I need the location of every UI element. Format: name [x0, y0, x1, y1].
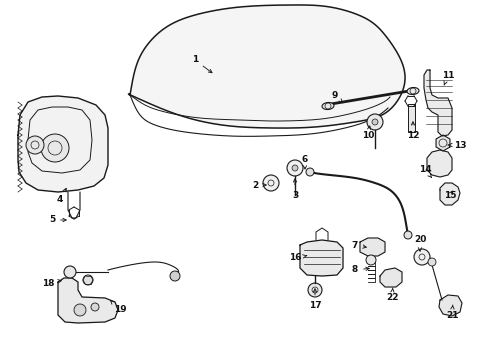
Polygon shape	[128, 5, 405, 128]
Text: 20: 20	[414, 235, 426, 251]
Circle shape	[64, 266, 76, 278]
Polygon shape	[380, 268, 402, 287]
Circle shape	[306, 168, 314, 176]
Text: 3: 3	[292, 179, 298, 199]
Ellipse shape	[407, 87, 419, 95]
Circle shape	[308, 283, 322, 297]
Circle shape	[287, 160, 303, 176]
Polygon shape	[300, 240, 343, 276]
Text: 18: 18	[42, 279, 61, 288]
Text: 16: 16	[289, 253, 307, 262]
Text: 15: 15	[444, 190, 456, 199]
Circle shape	[26, 136, 44, 154]
Circle shape	[83, 275, 93, 285]
Ellipse shape	[322, 103, 334, 109]
Polygon shape	[424, 70, 452, 136]
Text: 4: 4	[57, 188, 66, 204]
Polygon shape	[436, 135, 450, 151]
Circle shape	[367, 114, 383, 130]
Text: 21: 21	[446, 305, 458, 320]
Polygon shape	[427, 150, 452, 177]
Text: 12: 12	[407, 122, 419, 139]
Text: 22: 22	[386, 288, 398, 302]
Text: 19: 19	[111, 301, 126, 315]
Circle shape	[41, 134, 69, 162]
Text: 14: 14	[418, 166, 432, 177]
Circle shape	[366, 255, 376, 265]
Text: 8: 8	[352, 266, 369, 274]
Text: 2: 2	[252, 180, 266, 189]
Text: 11: 11	[442, 71, 454, 85]
Circle shape	[263, 175, 279, 191]
Circle shape	[414, 249, 430, 265]
Polygon shape	[440, 183, 460, 205]
Circle shape	[292, 165, 298, 171]
Text: 13: 13	[448, 140, 466, 149]
Text: 5: 5	[49, 216, 66, 225]
Circle shape	[170, 271, 180, 281]
Circle shape	[74, 304, 86, 316]
Circle shape	[428, 258, 436, 266]
Text: 7: 7	[352, 240, 367, 249]
Polygon shape	[360, 238, 385, 256]
Polygon shape	[58, 278, 118, 323]
Circle shape	[91, 303, 99, 311]
Text: 17: 17	[309, 289, 321, 310]
Polygon shape	[439, 295, 462, 316]
Text: 9: 9	[332, 90, 343, 103]
Text: 6: 6	[302, 156, 308, 169]
Circle shape	[372, 119, 378, 125]
Text: 1: 1	[192, 55, 212, 73]
Polygon shape	[18, 96, 108, 192]
Bar	[408, 104, 415, 132]
Circle shape	[404, 231, 412, 239]
Text: 10: 10	[362, 126, 374, 139]
